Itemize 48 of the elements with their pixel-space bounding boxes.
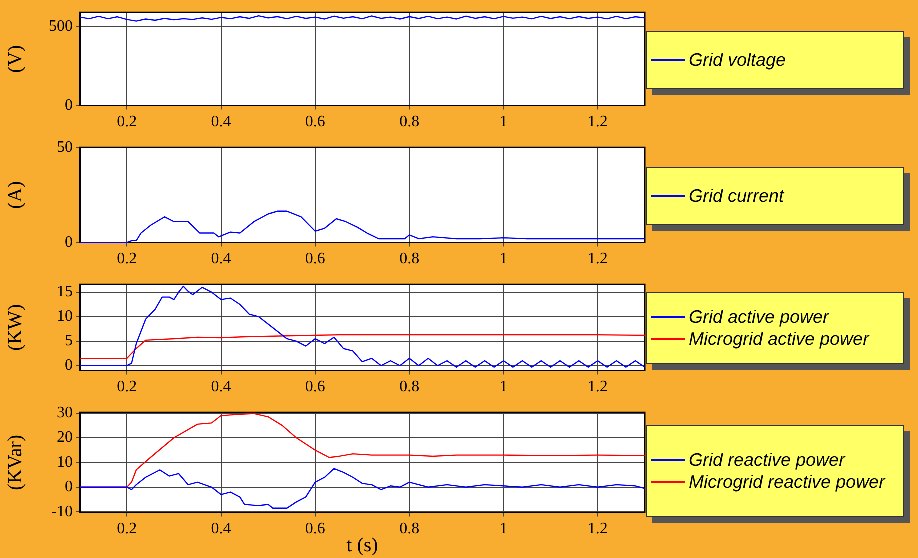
x-tick-label: 1.2 — [588, 250, 608, 268]
x-tick-label: 1 — [500, 378, 508, 396]
x-tick-label: 0.4 — [211, 378, 232, 396]
x-tick-label: 0.2 — [117, 378, 138, 396]
y-tick-label: 30 — [57, 404, 73, 422]
y-tick-label: 50 — [57, 138, 73, 156]
x-axis-title: t (s) — [346, 534, 378, 556]
y-tick-label: 0 — [65, 234, 73, 252]
x-tick-label: 0.8 — [400, 520, 420, 538]
x-tick-label: 0.6 — [305, 378, 326, 396]
legend-label: Grid active power — [689, 306, 830, 328]
y-axis-title: (A) — [4, 181, 26, 210]
x-tick-label: 0.8 — [400, 250, 420, 268]
x-tick-label: 0.2 — [117, 114, 138, 131]
y-tick-label: 10 — [57, 308, 73, 326]
y-tick-label: 0 — [65, 97, 73, 114]
x-tick-label: 1 — [500, 114, 508, 131]
y-tick-label: 0 — [65, 357, 73, 374]
y-axis-title: (KVar) — [4, 434, 26, 490]
x-tick-label: 0.6 — [305, 520, 326, 538]
y-tick-label: 0 — [65, 478, 73, 496]
legend-label: Microgrid active power — [689, 328, 870, 350]
x-tick-label: 1 — [500, 520, 508, 538]
y-axis-title: (KW) — [4, 304, 26, 352]
x-tick-label: 1.2 — [588, 378, 608, 396]
x-tick-label: 1.2 — [588, 114, 608, 131]
x-tick-label: 0.2 — [117, 250, 138, 268]
x-tick-label: 0.8 — [400, 378, 420, 396]
legend-label: Grid current — [689, 185, 784, 207]
x-tick-label: 1 — [500, 250, 508, 268]
x-tick-label: 0.4 — [211, 114, 232, 131]
x-tick-label: 0.6 — [305, 114, 326, 131]
x-tick-label: 0.8 — [400, 114, 420, 131]
y-tick-label: 20 — [57, 429, 73, 446]
legend-label: Grid reactive power — [689, 449, 846, 471]
y-tick-label: 15 — [57, 284, 73, 301]
legend-label: Grid voltage — [689, 49, 786, 71]
x-tick-label: 0.4 — [211, 250, 232, 268]
y-tick-label: 10 — [57, 454, 73, 471]
y-tick-label: 500 — [49, 18, 73, 36]
x-tick-label: 0.2 — [117, 520, 138, 538]
y-tick-label: 5 — [65, 332, 73, 350]
x-tick-label: 0.6 — [305, 250, 326, 268]
y-axis-title: (V) — [4, 45, 26, 74]
x-tick-label: 0.4 — [211, 520, 232, 538]
legend-label: Microgrid reactive power — [689, 471, 886, 493]
x-tick-label: 1.2 — [588, 520, 608, 538]
y-tick-label: -10 — [52, 503, 73, 520]
